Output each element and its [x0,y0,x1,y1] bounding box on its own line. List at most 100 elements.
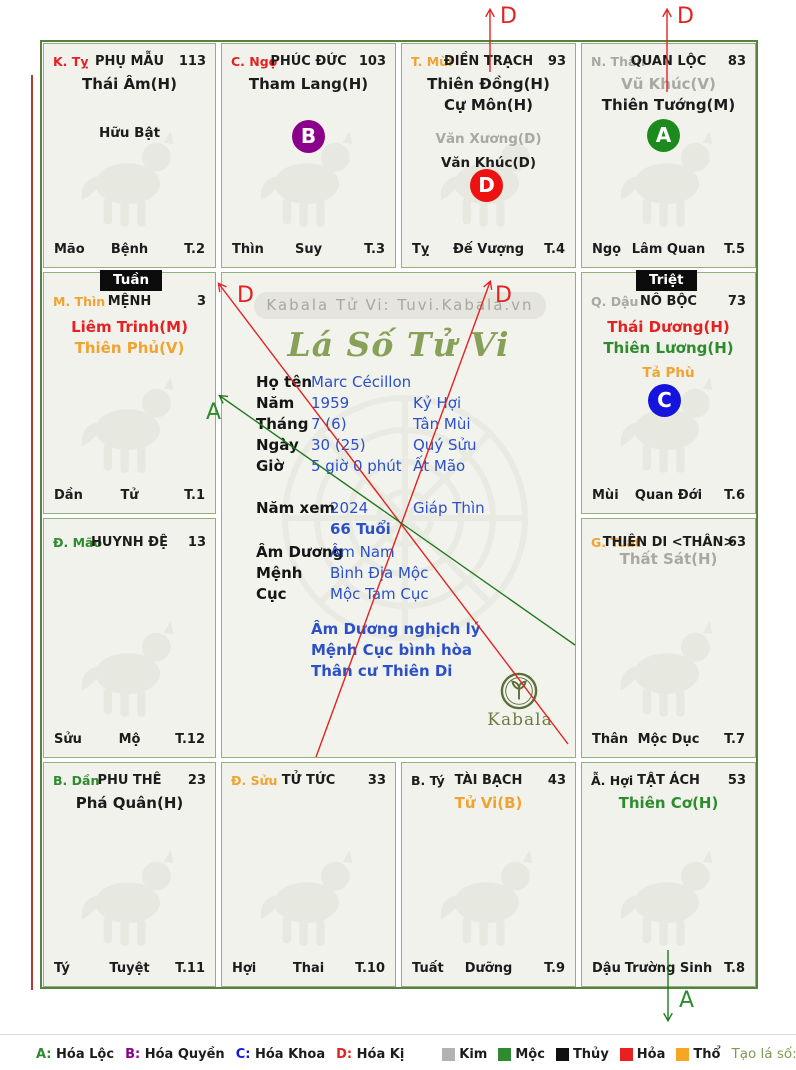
info-label: Tháng [256,415,309,433]
palace-header: N. Thân QUAN LỘC 83 [582,54,755,72]
legend-moc: Mộc [498,1047,545,1062]
legend-hoa-khoa: C: Hóa Khoa [236,1047,325,1062]
can-label: Q. Dậu [591,294,639,309]
rat-watermark-icon [429,828,549,958]
footer-divider [0,1034,796,1035]
star-list: Thiên Cơ(H) [582,793,755,814]
cycle-label: T.4 [544,242,565,257]
star-name: Thái Âm(H) [82,75,177,93]
palace-header: B. Tý TÀI BẠCH 43 [402,773,575,791]
star-name: Thái Dương(H) [607,318,730,336]
palace-name: HUYNH ĐỆ [91,535,168,550]
hoa-ki-arrow-label: D [677,4,694,29]
pig-watermark-icon [609,828,729,958]
info-label: Giờ [256,457,284,475]
hoa-color-swatch [619,1047,633,1061]
palace-phuc-duc: C. Ngọ PHÚC ĐỨC 103 Tham Lang(H) Thìn Su… [221,43,396,268]
palace-name: PHU THÊ [97,773,162,788]
branch-label: Dậu [592,961,621,976]
star-list: Thái Âm(H) Hữu Bật [44,74,215,143]
palace-name: TỬ TỨC [281,773,336,788]
branch-label: Thìn [232,242,264,257]
branch-label: Ngọ [592,242,622,257]
star-name: Liêm Trinh(M) [71,318,188,336]
cycle-label: T.9 [544,961,565,976]
info-value: Bình Địa Mộc [330,564,429,582]
palace-name: TÀI BẠCH [454,773,523,788]
branch-label: Dần [54,488,83,503]
cycle-label: T.5 [724,242,745,257]
life-stage-label: Suy [294,242,323,257]
cycle-label: T.11 [175,961,205,976]
palace-header: Đ. Mão HUYNH ĐỆ 13 [44,535,215,553]
legend-element-label: Mộc [515,1046,545,1062]
cycle-label: T.8 [724,961,745,976]
palace-tai-bach: B. Tý TÀI BẠCH 43 Tử Vi(B) Tuất Dưỡng T.… [401,762,576,987]
info-row: Giờ 5 giờ 0 phút Ất Mão [256,457,569,478]
info-value-2: Quý Sửu [413,436,477,454]
legend-letter-c: C: [235,1046,251,1062]
info-row: Họ tên Marc Cécillon [256,373,569,394]
life-stage-label: Dưỡng [464,961,513,976]
palace-footer: Tỵ Đế Vượng T.4 [402,242,575,258]
can-label: B. Tý [411,773,445,788]
palace-number: 53 [727,773,746,788]
info-label: Ngày [256,436,299,454]
palace-footer: Sửu Mộ T.12 [44,732,215,748]
palace-name: QUAN LỘC [630,54,707,69]
palace-menh: M. Thìn MỆNH 3 Liêm Trinh(M) Thiên Phủ(V… [43,272,216,514]
star-name: Thiên Đồng(H) [427,75,550,93]
info-value: Mộc Tam Cục [330,585,429,603]
hoa-khoa-circle: C [648,384,681,417]
palace-number: 33 [367,773,386,788]
palace-header: C. Ngọ PHÚC ĐỨC 103 [222,54,395,72]
tho-color-swatch [676,1047,690,1061]
legend-element-label: Kim [459,1046,488,1062]
star-list: Thất Sát(H) [582,549,755,570]
dog-watermark-icon [609,599,729,729]
info-row: Ngày 30 (25) Quý Sửu [256,436,569,457]
rabbit-watermark-icon [70,599,190,729]
can-label: T. Mùi [411,54,453,69]
info-label: Mệnh [256,564,303,582]
palace-tat-ach: Ẫ. Hợi TẬT ÁCH 53 Thiên Cơ(H) Dậu Trường… [581,762,756,987]
palace-header: Ẫ. Hợi TẬT ÁCH 53 [582,773,755,791]
palace-tu-tuc: Đ. Sửu TỬ TỨC 33 Hợi Thai T.10 [221,762,396,987]
star-list: Liêm Trinh(M) Thiên Phủ(V) [44,317,215,359]
info-label: Họ tên [256,373,313,391]
palace-footer: Mùi Quan Đới T.6 [582,488,755,504]
legend-letter-d: D: [336,1046,353,1062]
legend-hoa-loc: A: Hóa Lộc [36,1047,114,1062]
palace-name: MỆNH [107,294,152,309]
site-credit-link[interactable]: Tạo lá số: Tuvi.Kabala.vn [731,1046,796,1062]
palace-number: 83 [727,54,746,69]
cycle-label: T.12 [175,732,205,747]
info-row: Năm xem 2024 Giáp Thìn [256,499,569,520]
info-value: 7 (6) [311,415,347,433]
life-stage-label: Lâm Quan [631,242,706,257]
palace-footer: Ngọ Lâm Quan T.5 [582,242,755,258]
palace-quan-loc: N. Thân QUAN LỘC 83 Vũ Khúc(V) Thiên Tướ… [581,43,756,268]
palace-number: 113 [178,54,206,69]
info-value: Âm Nam [330,543,395,561]
can-label: C. Ngọ [231,54,278,69]
info-value-2: Kỷ Hợi [413,394,462,412]
info-value-2: Ất Mão [413,457,466,475]
life-stage-label: Mộc Dục [637,732,700,747]
hoa-ki-arrow-label: D [500,4,517,29]
life-stage-label: Mộ [118,732,141,747]
info-row: Mệnh Bình Địa Mộc [256,564,569,585]
palace-header: M. Thìn MỆNH 3 [44,294,215,312]
kim-color-swatch [442,1047,456,1061]
star-list: Tử Vi(B) [402,793,575,814]
info-label: Năm xem [256,499,336,517]
palace-name: PHỤ MẪU [94,54,165,69]
legend-label: Hóa Kị [352,1046,405,1062]
star-name: Thiên Cơ(H) [618,794,719,812]
life-stage-label: Đế Vượng [452,242,525,257]
info-value: Marc Cécillon [311,373,412,391]
legend-thuy: Thủy [555,1047,609,1062]
palace-phu-mau: K. Tỵ PHỤ MẪU 113 Thái Âm(H) Hữu Bật Mão… [43,43,216,268]
kabala-logo-text: Kabala [487,710,553,730]
tiger-watermark-icon [70,828,190,958]
